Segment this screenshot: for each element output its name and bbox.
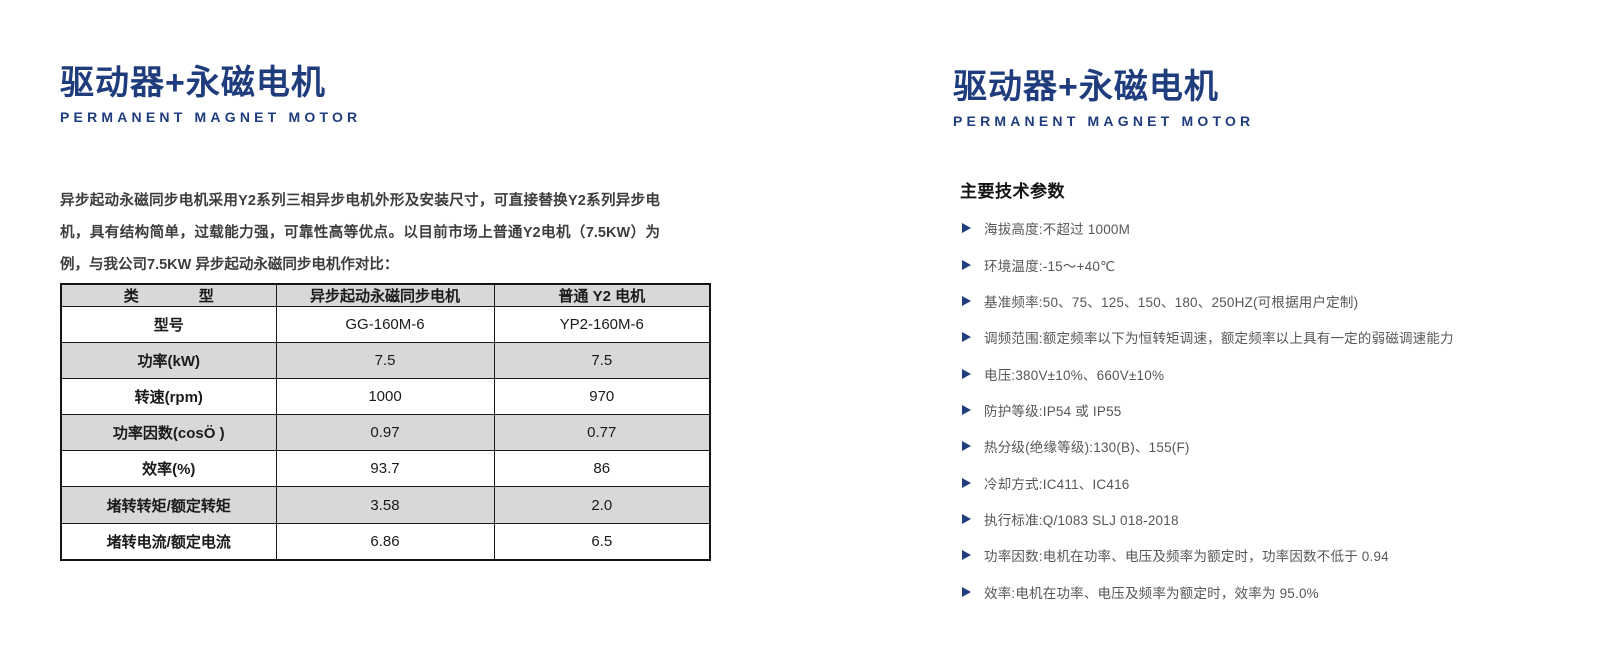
param-text: 热分级(绝缘等级):130(B)、155(F)	[984, 440, 1190, 456]
param-text: 环境温度:-15～+40℃	[984, 258, 1116, 274]
param-item: 调频范围:额定频率以下为恒转矩调速，额定频率以上具有一定的弱磁调速能力	[962, 319, 1454, 355]
param-item: 海拔高度:不超过 1000M	[962, 210, 1454, 246]
intro-paragraph: 异步起动永磁同步电机采用Y2系列三相异步电机外形及安装尺寸，可直接替换Y2系列异…	[60, 192, 660, 273]
table-cell-value: 93.7	[275, 450, 495, 488]
param-text: 效率:电机在功率、电压及频率为额定时，效率为 95.0%	[984, 585, 1319, 601]
table-row-label: 型号	[60, 305, 277, 344]
bullet-triangle-icon	[962, 223, 971, 234]
left-page-title: 驱动器+永磁电机	[60, 64, 326, 102]
comparison-table: 类 型异步起动永磁同步电机 普通 Y2 电机 型号 GG-160M-6 YP2-160…	[60, 283, 711, 561]
param-text: 基准频率:50、75、125、150、180、250HZ(可根据用户定制)	[984, 294, 1359, 310]
right-page-title-block: 驱动器+永磁电机 PERMANENT MAGNET MOTOR	[953, 68, 1254, 129]
table-cell-value: 0.77	[493, 414, 711, 452]
param-item: 环境温度:-15～+40℃	[962, 246, 1454, 282]
param-text: 功率因数:电机在功率、电压及频率为额定时，功率因数不低于 0.94	[984, 549, 1389, 565]
table-row-label: 功率因数(cosÖ )	[60, 414, 277, 452]
table-row: 功率(kW) 7.5 7.5	[60, 342, 711, 380]
table-cell-value: 7.5	[493, 342, 711, 380]
param-text: 冷却方式:IC411、IC416	[984, 476, 1130, 492]
param-item: 冷却方式:IC411、IC416	[962, 464, 1454, 500]
param-item: 执行标准:Q/1083 SLJ 018-2018	[962, 501, 1454, 537]
params-list: 海拔高度:不超过 1000M 环境温度:-15～+40℃ 基准频率:50、75、12…	[962, 210, 1454, 610]
bullet-triangle-icon	[962, 441, 971, 452]
right-page-title: 驱动器+永磁电机	[953, 68, 1219, 106]
table-row: 效率(%) 93.7 86	[60, 450, 711, 488]
bullet-triangle-icon	[962, 550, 971, 561]
bullet-triangle-icon	[962, 295, 971, 306]
table-cell-value: YP2-160M-6	[493, 305, 711, 344]
left-page-subtitle: PERMANENT MAGNET MOTOR	[60, 109, 362, 126]
table-cell-value: GG-160M-6	[275, 305, 495, 344]
bullet-triangle-icon	[962, 368, 971, 379]
table-cell-value: 86	[493, 450, 711, 488]
table-header-cell: 普通 Y2 电机	[493, 283, 711, 307]
table-row-label: 转速(rpm)	[60, 378, 277, 416]
table-row: 堵转转矩/额定转矩 3.58 2.0	[60, 486, 711, 524]
comparison-table-body: 型号 GG-160M-6 YP2-160M-6 功率(kW) 7.5 7.5 转速(rpm)…	[60, 305, 711, 561]
param-item: 基准频率:50、75、125、150、180、250HZ(可根据用户定制)	[962, 283, 1454, 319]
param-item: 防护等级:IP54 或 IP55	[962, 392, 1454, 428]
table-row-label: 效率(%)	[60, 450, 277, 488]
params-section-heading: 主要技术参数	[960, 182, 1065, 201]
table-header-cell: 类 型	[60, 283, 277, 307]
table-row: 转速(rpm) 1000 970	[60, 378, 711, 416]
param-text: 调频范围:额定频率以下为恒转矩调速，额定频率以上具有一定的弱磁调速能力	[984, 331, 1454, 347]
param-item: 功率因数:电机在功率、电压及频率为额定时，功率因数不低于 0.94	[962, 537, 1454, 573]
param-text: 防护等级:IP54 或 IP55	[984, 403, 1122, 419]
table-cell-value: 6.86	[275, 522, 495, 561]
param-text: 电压:380V±10%、660V±10%	[984, 367, 1165, 383]
param-text: 海拔高度:不超过 1000M	[984, 222, 1131, 238]
table-cell-value: 1000	[275, 378, 495, 416]
table-row: 功率因数(cosÖ ) 0.97 0.77	[60, 414, 711, 452]
table-row-label: 堵转电流/额定电流	[60, 522, 277, 561]
bullet-triangle-icon	[962, 586, 971, 597]
param-text: 执行标准:Q/1083 SLJ 018-2018	[984, 512, 1179, 528]
param-item: 电压:380V±10%、660V±10%	[962, 355, 1454, 391]
comparison-table-header-row: 类 型异步起动永磁同步电机 普通 Y2 电机	[60, 283, 711, 307]
table-cell-value: 3.58	[275, 486, 495, 524]
table-cell-value: 2.0	[493, 486, 711, 524]
table-row: 型号 GG-160M-6 YP2-160M-6	[60, 305, 711, 344]
table-cell-value: 970	[493, 378, 711, 416]
bullet-triangle-icon	[962, 404, 971, 415]
bullet-triangle-icon	[962, 259, 971, 270]
table-row: 堵转电流/额定电流 6.86 6.5	[60, 522, 711, 561]
table-cell-value: 0.97	[275, 414, 495, 452]
table-header-cell: 异步起动永磁同步电机	[275, 283, 495, 307]
bullet-triangle-icon	[962, 332, 971, 343]
right-page-subtitle: PERMANENT MAGNET MOTOR	[953, 113, 1255, 130]
table-cell-value: 7.5	[275, 342, 495, 380]
param-item: 热分级(绝缘等级):130(B)、155(F)	[962, 428, 1454, 464]
table-row-label: 功率(kW)	[60, 342, 277, 380]
table-row-label: 堵转转矩/额定转矩	[60, 486, 277, 524]
table-cell-value: 6.5	[493, 522, 711, 561]
bullet-triangle-icon	[962, 477, 971, 488]
bullet-triangle-icon	[962, 513, 971, 524]
left-page-title-block: 驱动器+永磁电机 PERMANENT MAGNET MOTOR	[60, 64, 361, 125]
param-item: 效率:电机在功率、电压及频率为额定时，效率为 95.0%	[962, 573, 1454, 609]
